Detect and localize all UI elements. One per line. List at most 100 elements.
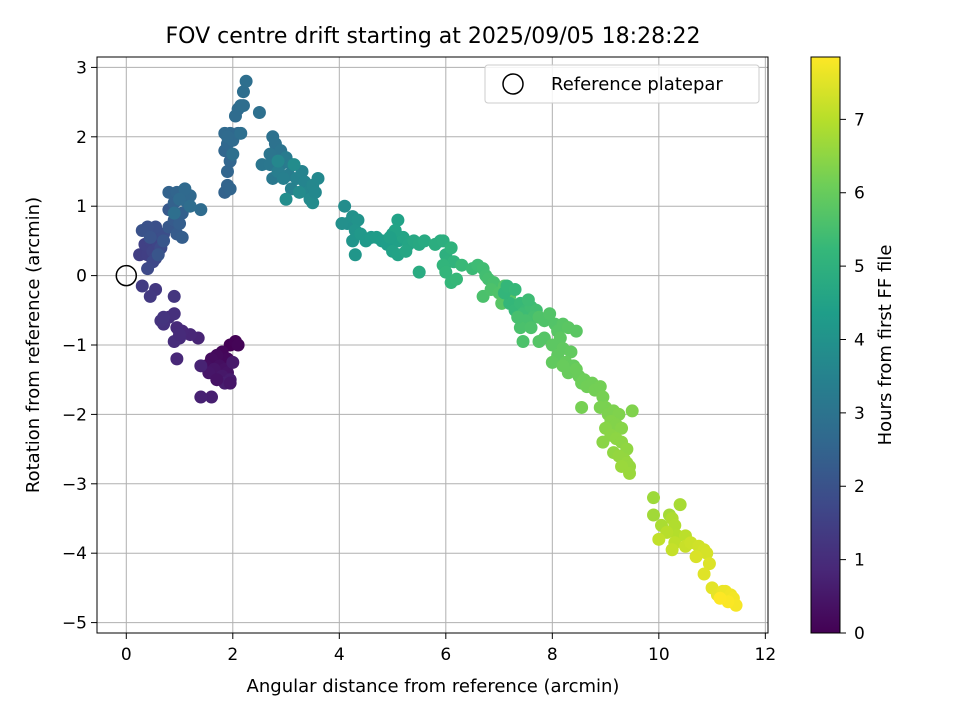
scatter-point [335,217,349,231]
scatter-point [223,376,237,390]
scatter-point [279,192,293,206]
x-tick-label: 6 [440,645,451,665]
scatter-point [143,230,157,244]
y-tick-label: 0 [76,267,87,287]
scatter-point [239,74,253,88]
scatter-point [276,171,290,185]
scatter-point [391,213,405,227]
scatter-point [170,352,184,366]
scatter-point [532,335,546,349]
scatter-point [287,158,301,172]
scatter-point [713,591,727,605]
scatter-point [194,390,208,404]
scatter-point [252,106,266,120]
y-tick-label: 3 [76,58,87,78]
y-tick-label: −3 [62,475,87,495]
colorbar [810,56,841,634]
scatter-point [623,466,637,480]
scatter-point [399,244,413,258]
y-tick-label: 2 [76,128,87,148]
scatter-point [167,289,181,303]
scatter-point [173,192,187,206]
scatter-point [647,491,661,505]
colorbar-tick-label: 7 [854,110,865,130]
colorbar-tick-label: 6 [854,184,865,204]
scatter-point [210,373,224,387]
x-tick-label: 8 [547,645,558,665]
scatter-point [167,206,181,220]
chart-title: FOV centre drift starting at 2025/09/05 … [166,24,701,49]
scatter-point [647,508,661,522]
scatter-point [204,390,218,404]
colorbar-tick-label: 2 [854,477,865,497]
x-axis-ticks: 0 2 4 6 8 10 12 [121,633,776,665]
scatter-point [175,230,189,244]
x-axis-label: Angular distance from reference (arcmin) [247,676,620,697]
legend-marker-circle [502,73,524,95]
scatter-point [151,248,165,262]
scatter-point [308,185,322,199]
scatter-point [236,85,250,99]
scatter-point [439,265,453,279]
legend-box [484,64,760,104]
scatter-point [306,196,320,210]
y-axis-ticks: −5 −4 −3 −2 −1 0 1 2 3 [62,58,97,634]
scatter-point [338,199,352,213]
scatter-point [135,279,149,293]
scatter-point [625,404,639,418]
scatter-point [157,310,171,324]
y-tick-label: 1 [76,197,87,217]
scatter-point [157,234,171,248]
scatter-point [521,293,535,307]
scatter-point [593,380,607,394]
scatter-point [543,307,557,321]
y-tick-label: −2 [62,405,87,425]
scatter-point [513,321,527,335]
scatter-point [700,546,714,560]
scatter-point [271,154,285,168]
colorbar-label: Hours from first FF file [875,245,896,446]
scatter-point [524,321,538,335]
scatter-point [167,307,181,321]
scatter-point [220,130,234,144]
scatter-point [449,272,463,286]
scatter-point [556,359,570,373]
scatter-point [292,185,306,199]
colorbar-tick-label: 5 [854,257,865,277]
scatter-point [689,550,703,564]
x-tick-label: 10 [648,645,670,665]
scatter-point [194,203,208,217]
y-tick-label: −1 [62,336,87,356]
scatter-point [220,165,234,179]
scatter-point [596,390,610,404]
y-tick-label: −4 [62,544,87,564]
scatter-point [141,262,155,276]
colorbar-tick-label: 1 [854,551,865,571]
scatter-point [615,421,629,435]
colorbar-tick-label: 0 [854,624,865,644]
scatter-point [236,99,250,113]
scatter-point [412,265,426,279]
scatter-point [143,289,157,303]
scatter-point [311,171,325,185]
scatter-point [673,498,687,512]
scatter-point [564,345,578,359]
scatter-point [665,543,679,557]
scatter-points [115,74,743,612]
x-tick-label: 2 [227,645,238,665]
scatter-point [226,355,240,369]
legend: Reference platepar [484,64,760,104]
legend-label: Reference platepar [551,74,723,95]
scatter-point [234,126,248,140]
scatter-point [575,400,589,414]
scatter-point [231,338,245,352]
scatter-point [545,338,559,352]
y-axis-label: Rotation from reference (arcmin) [23,197,44,493]
scatter-point [383,230,397,244]
scatter-point [569,324,583,338]
scatter-point [516,335,530,349]
y-tick-label: −5 [62,614,87,634]
scatter-point [194,359,208,373]
scatter-point [351,213,365,227]
